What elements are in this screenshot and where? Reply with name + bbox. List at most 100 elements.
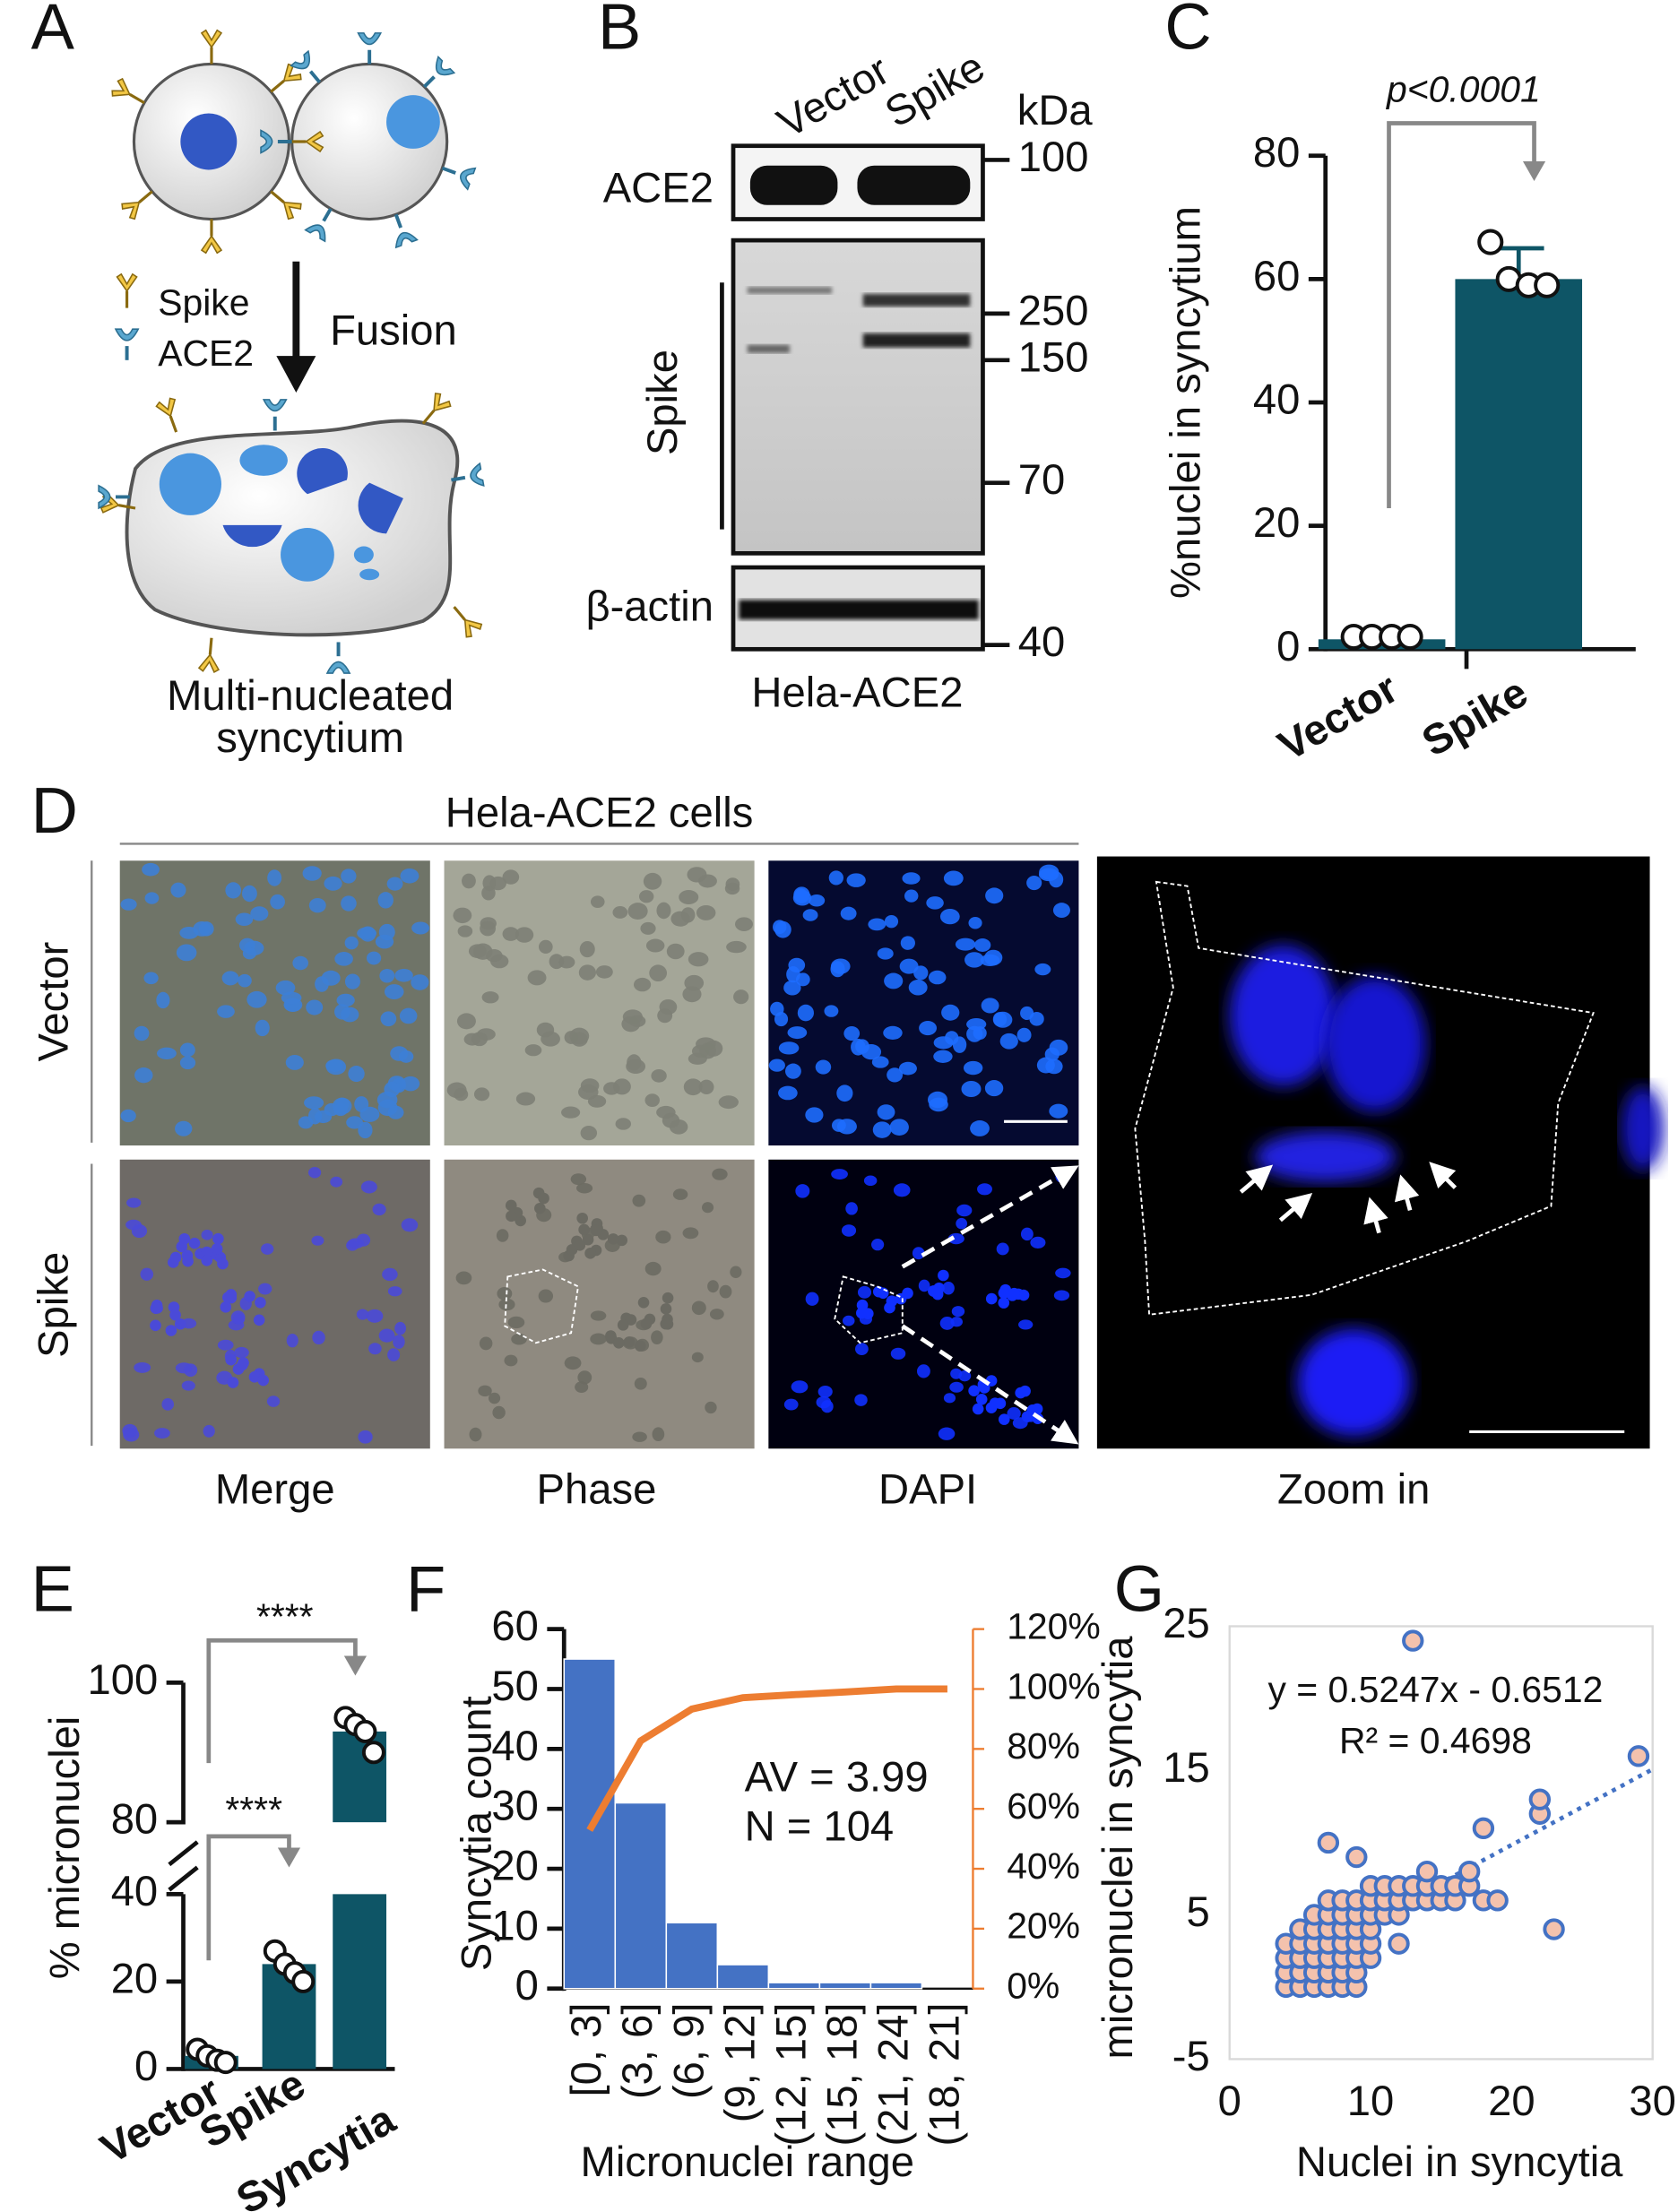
outline xyxy=(504,1268,580,1344)
nucleus xyxy=(916,1364,930,1378)
nucleus xyxy=(541,1031,560,1047)
nucleus xyxy=(931,1287,944,1300)
nucleus xyxy=(505,1199,517,1212)
nucleus xyxy=(225,882,242,899)
bracket xyxy=(206,1834,291,1961)
nucleus xyxy=(926,896,944,910)
x-tick-label: 10 xyxy=(1347,2078,1395,2125)
nucleus xyxy=(201,1246,213,1258)
nucleus xyxy=(793,886,810,903)
nucleus xyxy=(275,980,296,996)
nucleus xyxy=(783,980,801,996)
nucleus xyxy=(672,1188,688,1200)
nucleus xyxy=(651,1069,667,1083)
nucleus xyxy=(984,949,1003,966)
blot-label: β-actin xyxy=(585,583,714,631)
nucleus xyxy=(255,1296,266,1309)
nucleus xyxy=(250,906,269,921)
pointer-arrow xyxy=(1429,1162,1457,1189)
head xyxy=(121,201,141,220)
arrow-label: Fusion xyxy=(330,307,457,354)
nucleus xyxy=(623,1336,636,1348)
nucleus xyxy=(180,113,238,170)
data-point xyxy=(1534,272,1561,298)
nucleus xyxy=(336,993,355,1007)
nucleus xyxy=(174,1318,186,1330)
nucleus xyxy=(375,934,394,949)
nucleus xyxy=(281,528,334,582)
nucleus xyxy=(884,1301,895,1314)
x-axis-label: Micronuclei range xyxy=(581,2139,914,2186)
nucleus xyxy=(820,1400,834,1413)
nucleus xyxy=(701,1202,714,1214)
nucleus xyxy=(292,955,308,971)
nucleus xyxy=(578,1084,599,1100)
nucleus xyxy=(150,1319,161,1332)
y-tick-label: 0 xyxy=(515,1962,539,2009)
head xyxy=(197,653,221,673)
nucleus xyxy=(211,1242,223,1255)
nucleus xyxy=(933,1050,953,1063)
nucleus xyxy=(768,1058,785,1072)
outline xyxy=(1134,880,1595,1316)
bar xyxy=(665,1922,719,1990)
nucleus xyxy=(411,921,430,935)
y-tick-label: 80 xyxy=(1253,129,1301,177)
nucleus xyxy=(662,1112,680,1128)
nucleus xyxy=(805,1107,824,1123)
marker-label: 100 xyxy=(1018,134,1089,181)
spike-icon xyxy=(270,190,302,220)
nucleus xyxy=(938,1269,949,1282)
nucleus xyxy=(169,1251,182,1264)
nucleus xyxy=(843,1026,861,1041)
nucleus xyxy=(616,1234,628,1247)
stem xyxy=(308,70,322,83)
nucleus xyxy=(179,1042,195,1058)
nucleus xyxy=(575,1381,589,1394)
pointer-arrow xyxy=(1394,1174,1420,1212)
data-point xyxy=(1402,1629,1424,1652)
nucleus xyxy=(1297,1328,1411,1437)
nucleus xyxy=(943,1393,956,1404)
nucleus xyxy=(868,918,887,931)
nucleus xyxy=(877,947,894,960)
nucleus xyxy=(346,1116,363,1129)
nucleus xyxy=(928,970,947,985)
panel-label: A xyxy=(31,0,75,63)
nucleus xyxy=(140,1267,154,1281)
nucleus xyxy=(900,936,915,950)
nucleus xyxy=(330,1176,343,1188)
nucleus xyxy=(778,1085,798,1101)
nucleus xyxy=(387,1348,401,1361)
nucleus xyxy=(515,1092,536,1106)
data-point xyxy=(1397,623,1423,651)
nucleus xyxy=(640,1318,653,1330)
nucleus xyxy=(783,1398,799,1411)
nucleus xyxy=(607,1233,619,1245)
x-tick-label: (21, 24] xyxy=(869,2002,917,2146)
nucleus xyxy=(941,1004,960,1021)
nucleus xyxy=(632,1431,647,1442)
nucleus xyxy=(942,1282,955,1295)
data-point xyxy=(291,1969,316,1993)
nucleus xyxy=(220,1301,232,1313)
nucleus xyxy=(989,1397,1001,1409)
head xyxy=(155,397,177,418)
head xyxy=(260,129,273,154)
nucleus xyxy=(120,1109,136,1123)
nucleus xyxy=(1255,1131,1397,1182)
nucleus xyxy=(787,1026,808,1040)
nucleus xyxy=(928,1091,948,1109)
nucleus xyxy=(169,1309,181,1321)
y-tick-label: 20 xyxy=(1253,499,1301,547)
nucleus xyxy=(401,1218,419,1232)
blot-label: Spike xyxy=(639,350,687,455)
nucleus xyxy=(786,966,800,983)
nucleus xyxy=(730,1266,742,1279)
nucleus xyxy=(366,1309,384,1323)
head xyxy=(282,201,302,220)
nucleus xyxy=(379,969,395,983)
nucleus xyxy=(306,999,324,1015)
stem xyxy=(421,410,436,425)
nucleus xyxy=(193,920,212,937)
